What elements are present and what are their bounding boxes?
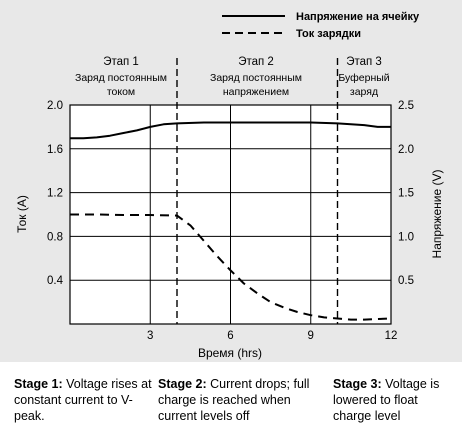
stage-3-line2: заряд (350, 86, 378, 98)
caption-stage-1-text: Voltage rises at constant current to V-p… (14, 377, 152, 423)
x-tick-label: 9 (308, 330, 314, 342)
y-left-tick-label: 0.4 (47, 275, 64, 287)
stage-1-title: Этап 1 (103, 56, 139, 68)
stage-3-line1: Буферный (338, 72, 389, 84)
x-tick-label: 3 (147, 330, 153, 342)
stage-headers: Этап 1 Заряд постоянным током Этап 2 Зар… (75, 56, 390, 98)
legend: Напряжение на ячейку Ток зарядки (222, 11, 420, 40)
x-tick-label: 6 (227, 330, 233, 342)
stage-3-title: Этап 3 (346, 56, 382, 68)
y-right-tick-label: 0.5 (398, 275, 414, 287)
y-left-tick-label: 2.0 (47, 100, 63, 112)
series-voltage-line (70, 121, 391, 140)
stage-2-line2: напряжением (223, 86, 289, 98)
axis-ticks: 2.0 1.6 1.2 0.8 0.4 2.5 2.0 1.5 1.0 0.5 3 6 9 12 (47, 100, 414, 342)
caption-stage-1-bold: Stage 1: (14, 377, 63, 391)
x-tick-label: 12 (385, 330, 398, 342)
stage-2-title: Этап 2 (238, 56, 274, 68)
caption-stage-1: Stage 1: Voltage rises at constant curre… (14, 376, 154, 424)
caption-stage-3-bold: Stage 3: (333, 377, 382, 391)
y-right-tick-label: 1.5 (398, 188, 414, 200)
caption-stage-3-text: Voltage is lowered to float charge level (333, 377, 440, 423)
y-right-tick-label: 2.5 (398, 100, 414, 112)
stage-1-line1: Заряд постоянным (75, 72, 167, 84)
y-right-tick-label: 1.0 (398, 231, 414, 243)
stage-1-line2: током (107, 86, 135, 98)
series-current-line (70, 213, 392, 321)
stage-boundaries (176, 58, 339, 324)
stage-2-line1: Заряд постоянным (210, 72, 302, 84)
caption-stage-2-bold: Stage 2: (158, 377, 207, 391)
caption-stage-2-text: Current drops; full charge is reached wh… (158, 377, 310, 423)
y-right-axis-label: Напряжение (V) (430, 170, 444, 259)
legend-voltage-label: Напряжение на ячейку (296, 11, 420, 23)
y-left-tick-label: 0.8 (47, 231, 63, 243)
legend-current-label: Ток зарядки (296, 28, 361, 40)
x-axis-label: Время (hrs) (198, 346, 262, 360)
y-left-tick-label: 1.6 (47, 144, 63, 156)
y-left-tick-label: 1.2 (47, 188, 63, 200)
caption-stage-3: Stage 3: Voltage is lowered to float cha… (333, 376, 453, 424)
y-right-tick-label: 2.0 (398, 144, 414, 156)
chart-panel: Напряжение на ячейку Ток зарядки Этап 1 … (0, 0, 462, 362)
y-left-axis-label: Ток (A) (15, 195, 29, 233)
series (70, 121, 392, 321)
caption-stage-2: Stage 2: Current drops; full charge is r… (158, 376, 328, 424)
chart: Напряжение на ячейку Ток зарядки Этап 1 … (15, 11, 444, 360)
